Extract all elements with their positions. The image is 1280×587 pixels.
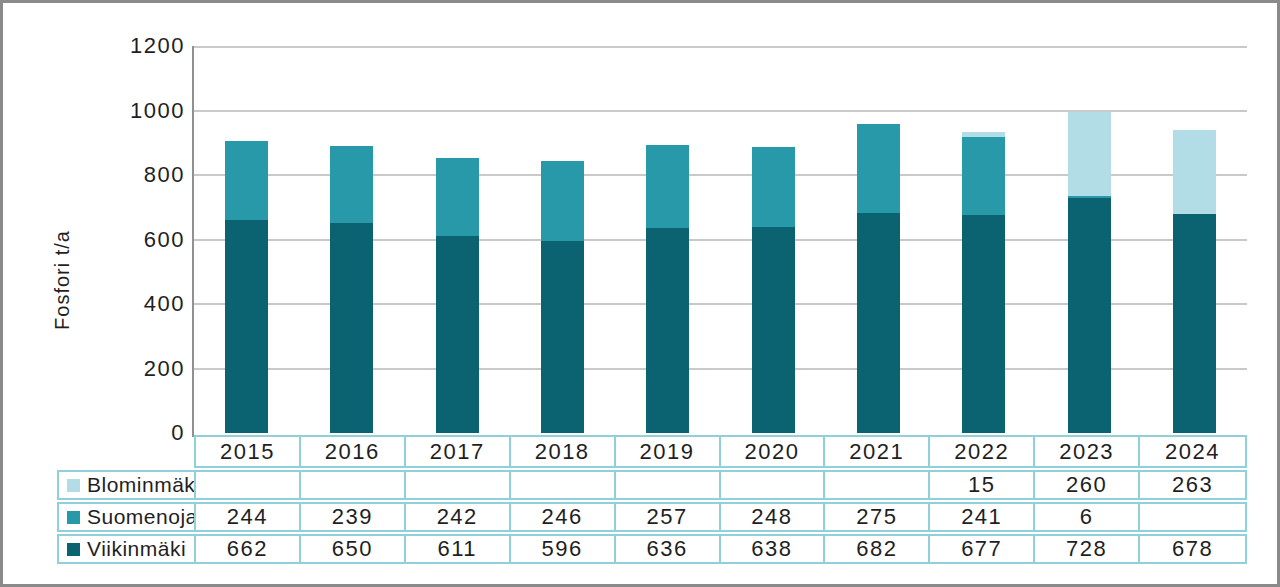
bar-segment-viikinmäki-2015 — [225, 220, 268, 433]
bar-segment-suomenoja-2016 — [330, 146, 373, 223]
year-label: 2024 — [1140, 437, 1245, 466]
data-table: Blominmäki15260263Suomenoja2442392422462… — [57, 470, 1247, 566]
series-name: Suomenoja — [87, 505, 196, 529]
table-cell: 596 — [511, 536, 616, 562]
table-cell — [1140, 504, 1245, 530]
bar-segment-viikinmäki-2018 — [541, 241, 584, 433]
table-cell: 682 — [825, 536, 930, 562]
y-axis-line — [192, 46, 194, 437]
bar-segment-viikinmäki-2024 — [1173, 214, 1216, 433]
bar-segment-viikinmäki-2020 — [752, 227, 795, 433]
table-cell — [406, 472, 511, 498]
table-cell: 650 — [301, 536, 406, 562]
table-cell — [196, 472, 301, 498]
bar-segment-viikinmäki-2022 — [962, 215, 1005, 433]
y-tick-label: 600 — [63, 227, 185, 253]
table-cell: 638 — [721, 536, 826, 562]
table-cell: 257 — [616, 504, 721, 530]
bar-segment-blominmäki-2022 — [962, 132, 1005, 137]
table-cell: 275 — [825, 504, 930, 530]
x-axis-year-row: 2015201620172018201920202021202220232024 — [194, 435, 1247, 468]
year-label: 2016 — [301, 437, 406, 466]
bar-segment-suomenoja-2017 — [436, 158, 479, 236]
year-label: 2020 — [721, 437, 826, 466]
y-tick-label: 1200 — [63, 33, 185, 59]
table-cell: 239 — [301, 504, 406, 530]
table-cell: 260 — [1035, 472, 1140, 498]
year-label: 2018 — [511, 437, 616, 466]
series-name: Viikinmäki — [87, 537, 186, 561]
legend-color-chip — [67, 479, 80, 492]
table-row-suomenoja: Suomenoja2442392422462572482752416 — [57, 502, 1247, 532]
bar-segment-suomenoja-2022 — [962, 137, 1005, 215]
table-cell — [301, 472, 406, 498]
legend-label-suomenoja: Suomenoja — [59, 504, 196, 530]
legend-label-blominmäki: Blominmäki — [59, 472, 196, 498]
bar-segment-viikinmäki-2016 — [330, 223, 373, 433]
table-cell: 248 — [721, 504, 826, 530]
table-cell: 677 — [930, 536, 1035, 562]
chart-frame: Fosfori t/a 020040060080010001200 201520… — [0, 0, 1280, 587]
y-axis-ticks: 020040060080010001200 — [63, 46, 185, 433]
bar-segment-viikinmäki-2023 — [1068, 198, 1111, 433]
bar-segment-viikinmäki-2021 — [857, 213, 900, 433]
legend-color-chip — [67, 511, 80, 524]
table-cell: 636 — [616, 536, 721, 562]
table-cell: 611 — [406, 536, 511, 562]
table-cell: 246 — [511, 504, 616, 530]
table-cell: 242 — [406, 504, 511, 530]
y-tick-label: 800 — [63, 162, 185, 188]
bar-segment-suomenoja-2019 — [646, 145, 689, 228]
table-cell: 662 — [196, 536, 301, 562]
bar-segment-suomenoja-2020 — [752, 147, 795, 227]
y-tick-label: 0 — [63, 420, 185, 446]
legend-label-viikinmäki: Viikinmäki — [59, 536, 196, 562]
table-cell — [825, 472, 930, 498]
year-label: 2023 — [1035, 437, 1140, 466]
bar-segment-blominmäki-2024 — [1173, 130, 1216, 215]
year-label: 2021 — [825, 437, 930, 466]
y-tick-label: 400 — [63, 291, 185, 317]
table-cell: 15 — [930, 472, 1035, 498]
y-tick-label: 200 — [63, 356, 185, 382]
plot-area — [194, 46, 1247, 433]
bar-segment-blominmäki-2023 — [1068, 112, 1111, 196]
series-name: Blominmäki — [87, 473, 196, 497]
gridline — [194, 46, 1247, 48]
bar-segment-suomenoja-2018 — [541, 161, 584, 240]
bar-segment-suomenoja-2021 — [857, 124, 900, 213]
bar-segment-suomenoja-2023 — [1068, 196, 1111, 198]
table-cell: 263 — [1140, 472, 1245, 498]
table-cell — [721, 472, 826, 498]
table-row-blominmäki: Blominmäki 15260263 — [57, 470, 1247, 500]
table-cell: 241 — [930, 504, 1035, 530]
table-row-viikinmäki: Viikinmäki 662650611596636638682677728678 — [57, 534, 1247, 564]
bar-segment-viikinmäki-2019 — [646, 228, 689, 433]
legend-color-chip — [67, 543, 80, 556]
table-cell: 678 — [1140, 536, 1245, 562]
table-cell: 728 — [1035, 536, 1140, 562]
y-tick-label: 1000 — [63, 98, 185, 124]
table-cell: 6 — [1035, 504, 1140, 530]
year-label: 2017 — [406, 437, 511, 466]
year-label: 2019 — [616, 437, 721, 466]
gridline — [194, 110, 1247, 112]
year-label: 2022 — [930, 437, 1035, 466]
table-cell — [616, 472, 721, 498]
bar-segment-suomenoja-2015 — [225, 141, 268, 220]
bar-segment-viikinmäki-2017 — [436, 236, 479, 433]
table-cell — [511, 472, 616, 498]
table-cell: 244 — [196, 504, 301, 530]
year-label: 2015 — [196, 437, 301, 466]
